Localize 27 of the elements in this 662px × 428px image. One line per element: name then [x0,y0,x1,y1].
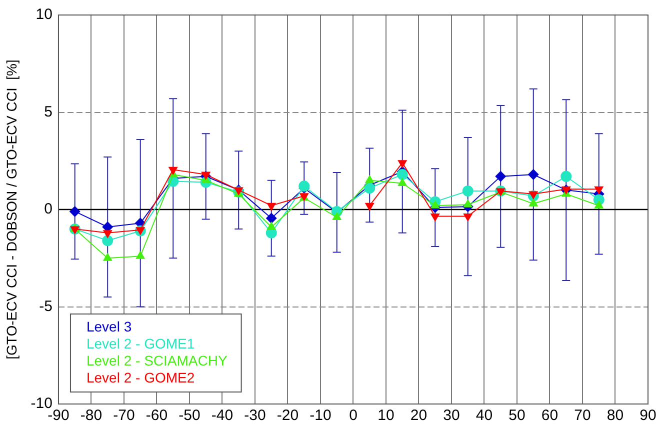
x-tick-label: 90 [640,407,656,424]
x-tick-label: 70 [574,407,591,424]
x-tick-label: -30 [244,407,266,424]
x-tick-label: 60 [541,407,558,424]
x-tick-label: 10 [378,407,394,424]
x-tick-label: -20 [276,407,299,424]
text: Level 2 - GOME2 [86,369,195,386]
y-tick-label: -5 [39,298,52,315]
text: Level 2 - SCIAMACHY [86,352,228,368]
x-tick-label: 80 [606,407,624,424]
text: Level 2 - GOME1 [86,335,195,352]
x-tick-label: -50 [178,407,200,424]
text: Level 3 [86,318,132,334]
y-tick-label: 0 [44,200,52,218]
x-tick-label: -60 [146,407,168,424]
x-tick-label: 30 [443,407,460,424]
x-tick-label: 50 [508,407,526,424]
y-axis-title: [GTO-ECV CCI - DOBSON / GTO-ECV CCI [%] [3,60,20,360]
x-tick-label: -70 [113,407,135,424]
x-tick-label: -80 [80,407,102,424]
y-tick-label: 10 [36,6,52,24]
x-tick-label: -10 [310,407,332,424]
x-tick-label: 0 [349,407,358,424]
x-tick-label: 40 [476,407,493,424]
x-tick-label: 20 [410,407,428,424]
y-tick-label: 5 [44,103,52,120]
x-tick-label: -40 [211,407,234,424]
